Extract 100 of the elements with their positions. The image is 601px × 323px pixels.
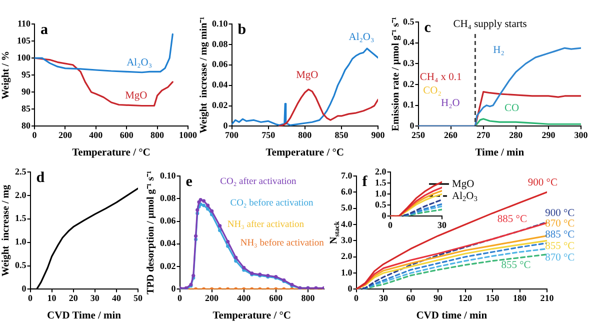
- ref-line-label: CH₄ supply starts: [453, 18, 527, 30]
- x-tick-label: 50: [134, 292, 143, 303]
- y-tick-label: 0.5: [15, 260, 27, 270]
- x-tick-label: 850: [334, 130, 349, 140]
- y-axis-title: Weight / %: [0, 50, 12, 100]
- x-tick-label: 150: [486, 292, 500, 303]
- series-label: 885 °C: [497, 214, 527, 225]
- y-tick-label: 0: [22, 284, 27, 294]
- x-tick-label: 0: [32, 130, 38, 140]
- y-tick-label: 2.0: [15, 190, 27, 200]
- y-tick-label: 0.5: [403, 16, 415, 26]
- y-tick-label: 1.0: [341, 267, 353, 278]
- x-tick-label: 800: [298, 130, 312, 140]
- x-tick-label: 10: [47, 292, 57, 303]
- y-tick-label: 0.02: [212, 100, 228, 110]
- series-label: CO₂ before activation: [230, 198, 314, 209]
- y-tick-label: 0.1: [403, 100, 415, 110]
- y-tick-label: 0.08: [212, 38, 228, 49]
- series-label: MgO: [125, 90, 148, 102]
- x-tick-label: 30: [90, 292, 100, 303]
- x-tick-label: 180: [513, 292, 527, 303]
- text: NH₃ before activation: [240, 238, 324, 248]
- x-tick-label: 290: [542, 130, 556, 140]
- x-tick-label: 40: [112, 292, 122, 303]
- y-tick-label: 0: [223, 120, 228, 131]
- x-tick-label: 280: [509, 130, 524, 140]
- y-tick-label: 0.06: [160, 216, 176, 226]
- series-label: 855 °C: [545, 240, 575, 252]
- text: NH₃ after activation: [227, 220, 304, 230]
- y-tick-label: 95: [22, 69, 31, 80]
- series-label: Al₂O₃: [348, 32, 374, 44]
- y-tick-label: 5.0: [341, 202, 353, 213]
- x-tick-label: 600: [120, 130, 134, 140]
- y-tick-label: 4.0: [341, 218, 353, 229]
- y-tick-label: 2.5: [15, 166, 27, 176]
- x-tick-label: 260: [444, 130, 458, 140]
- y-tick-label: 0.2: [403, 78, 415, 89]
- legend-label: MgO: [452, 178, 475, 190]
- y-tick-label: 0.06: [212, 59, 228, 70]
- y-tick-label: 3.0: [341, 235, 353, 246]
- x-tick-label: 600: [269, 292, 284, 303]
- x-tick-label: 20: [68, 292, 78, 303]
- x-axis-title: CVD Time / min: [47, 310, 122, 322]
- x-tick-label: 300: [574, 130, 588, 140]
- x-tick-label: 900: [371, 130, 386, 140]
- y-tick-label: 2.0: [375, 166, 387, 176]
- x-axis-title: Temperature / °C: [72, 148, 150, 159]
- y-tick-label: 0: [410, 120, 415, 131]
- series-label: 855 °C: [501, 260, 531, 272]
- x-tick-label: 250: [412, 130, 426, 140]
- y-tick-label: 0.04: [160, 238, 176, 248]
- series-label: 900 °C: [545, 208, 575, 220]
- y-tick-label: 1.0: [15, 236, 27, 247]
- x-tick-label: 1000: [179, 130, 198, 140]
- x-tick-label: 210: [540, 292, 554, 303]
- y-tick-label: 0.3: [403, 58, 415, 68]
- x-axis-title: CVD time / min: [416, 310, 488, 322]
- y-tick-label: 0: [348, 284, 353, 294]
- x-tick-label: 800: [301, 292, 316, 303]
- y-tick-label: 0.02: [160, 260, 176, 271]
- series-label: MgO: [296, 70, 319, 81]
- x-tick-label: 200: [58, 130, 72, 140]
- y-tick-label: 0: [382, 210, 387, 221]
- y-tick-label: 0.04: [212, 80, 228, 90]
- series-label: 900 °C: [528, 178, 558, 189]
- x-axis-title: Temperature / °C: [266, 148, 344, 159]
- series-label: Al₂O₃: [126, 58, 152, 69]
- x-tick-label: 400: [89, 130, 104, 140]
- y-axis-title: Weight increase / mg: [0, 184, 12, 276]
- y-tick-label: 2.0: [341, 251, 353, 262]
- x-tick-label: 750: [262, 130, 276, 140]
- y-tick-label: 0.4: [403, 37, 415, 48]
- y-tick-label: 0.10: [160, 170, 176, 180]
- text: CO₂ after activation: [220, 177, 297, 188]
- y-tick-label: 100: [17, 52, 31, 62]
- x-tick-label: 400: [237, 292, 252, 303]
- y-tick-label: 6.0: [341, 186, 353, 196]
- y-tick-label: 7.0: [341, 170, 353, 180]
- legend-label: CO₂: [423, 86, 442, 97]
- y-axis-title: Emission rate / µmol g⁻¹ s⁻¹: [390, 17, 402, 132]
- y-tick-label: 0.10: [212, 18, 228, 28]
- y-tick-label: 0: [171, 284, 176, 294]
- chart-title: e: [186, 174, 193, 190]
- y-tick-label: 1.0: [375, 188, 387, 198]
- series-label: 870 °C: [545, 252, 575, 264]
- x-axis-title: Time / min: [475, 148, 524, 159]
- series-label: H₂: [493, 44, 505, 56]
- x-tick-label: 90: [434, 292, 443, 303]
- x-tick-label: 270: [476, 130, 491, 140]
- y-axis-title: Weight increase / mg min⁻¹: [198, 16, 210, 134]
- y-tick-label: 1.5: [15, 213, 27, 224]
- chart-title: c: [424, 20, 432, 36]
- y-tick-label: 1.5: [375, 177, 387, 188]
- x-axis-title: Temperature / °C: [212, 310, 292, 322]
- series-label: H₂O: [441, 98, 460, 110]
- x-tick-label: 60: [406, 292, 416, 303]
- x-tick-label: 120: [458, 292, 472, 303]
- x-tick-label: 200: [205, 292, 220, 303]
- x-tick-label: 800: [150, 130, 165, 140]
- x-tick-label: 700: [225, 130, 239, 140]
